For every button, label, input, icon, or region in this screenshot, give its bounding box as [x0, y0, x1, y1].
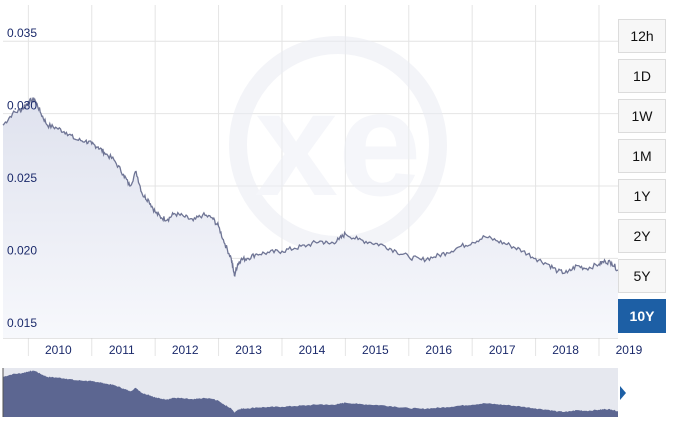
x-tick-label: 2018: [552, 343, 579, 357]
range-button-1y[interactable]: 1Y: [618, 179, 666, 213]
y-axis-labels: 0.015 0.020 0.025 0.030 0.035: [7, 26, 37, 330]
range-button-1m[interactable]: 1M: [618, 139, 666, 173]
rate-area: [3, 97, 618, 338]
xe-watermark: xe: [229, 36, 447, 254]
watermark-text: xe: [255, 59, 422, 227]
x-tick-label: 2017: [489, 343, 516, 357]
range-button-1w[interactable]: 1W: [618, 99, 666, 133]
x-tick-label: 2012: [172, 343, 199, 357]
range-button-1d[interactable]: 1D: [618, 59, 666, 93]
x-tick-label: 2010: [45, 343, 72, 357]
rate-line: [2, 97, 619, 277]
range-button-12h[interactable]: 12h: [618, 19, 666, 53]
y-tick-label: 0.030: [7, 99, 37, 113]
x-tick-label: 2013: [235, 343, 262, 357]
x-tick-label: 2015: [362, 343, 389, 357]
range-button-2y[interactable]: 2Y: [618, 219, 666, 253]
y-tick-label: 0.025: [7, 171, 37, 185]
range-button-5y[interactable]: 5Y: [618, 259, 666, 293]
x-tick-label: 2019: [616, 343, 643, 357]
x-tick-label: 2014: [299, 343, 326, 357]
y-tick-label: 0.020: [7, 243, 37, 257]
navigator[interactable]: [2, 368, 626, 417]
x-tick-label: 2011: [109, 343, 135, 357]
y-tick-label: 0.015: [7, 316, 37, 330]
y-tick-label: 0.035: [7, 26, 37, 40]
navigator-right-arrow-icon[interactable]: [620, 386, 626, 400]
navigator-area: [3, 370, 618, 417]
x-tick-label: 2016: [425, 343, 452, 357]
range-button-10y[interactable]: 10Y: [618, 299, 666, 333]
x-axis-labels: 2010 2011 2012 2013 2014 2015 2016 2017 2018 2019: [45, 343, 643, 357]
